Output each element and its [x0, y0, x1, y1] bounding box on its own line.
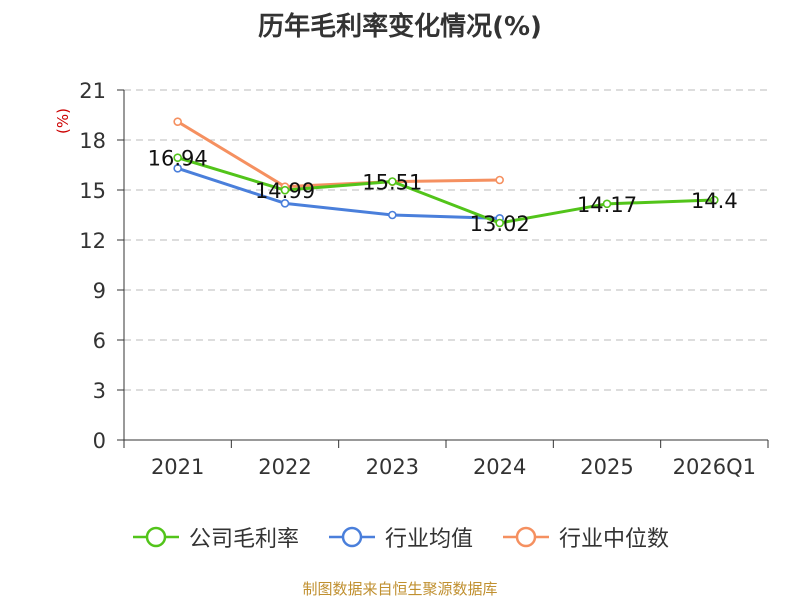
y-tick-label: 0 [93, 429, 106, 453]
data-labels: 16.94 14.99 15.51 13.02 14.17 14.4 [148, 147, 738, 236]
data-label: 15.51 [362, 171, 422, 195]
legend: 公司毛利率 行业均值 行业中位数 [0, 520, 800, 554]
y-tick-label: 18 [79, 129, 106, 153]
data-label: 13.02 [470, 212, 530, 236]
x-tick-label: 2021 [151, 455, 204, 479]
y-tick-label: 9 [93, 279, 106, 303]
x-tick-label: 2025 [580, 455, 633, 479]
y-tick-label: 6 [93, 329, 106, 353]
legend-circle [515, 526, 537, 548]
legend-circle [341, 526, 363, 548]
data-point [173, 117, 182, 126]
y-tick-label: 3 [93, 379, 106, 403]
y-tick-label: 15 [79, 179, 106, 203]
y-tick-label: 12 [79, 229, 106, 253]
axes: 0 3 6 9 12 15 18 21 2021 2022 2023 2024 2025 2026Q1 [79, 79, 769, 479]
data-point [280, 199, 290, 208]
data-point [602, 199, 612, 209]
y-tick-label: 21 [79, 79, 106, 103]
x-tick-label: 2024 [473, 455, 526, 479]
data-point [710, 195, 719, 205]
legend-item[interactable]: 行业均值 [327, 521, 473, 553]
legend-label: 公司毛利率 [188, 527, 299, 552]
legend-label: 行业中位数 [559, 527, 670, 552]
legend-marker-icon [328, 526, 375, 548]
data-label: 16.94 [148, 147, 208, 171]
series-lines [173, 117, 719, 228]
legend-marker-icon [503, 526, 549, 548]
legend-item[interactable]: 公司毛利率 [131, 521, 299, 553]
legend-item[interactable]: 行业中位数 [501, 521, 669, 553]
source-note: 制图数据来自恒生聚源数据库 [302, 580, 498, 598]
series-line [176, 156, 716, 225]
data-point [388, 177, 397, 186]
data-label: 14.4 [691, 189, 738, 213]
legend-label: 行业均值 [384, 527, 473, 552]
x-tick-label: 2026Q1 [673, 455, 756, 479]
data-point [388, 210, 397, 220]
data-point [173, 153, 182, 162]
series-line [176, 120, 502, 189]
legend-circle [145, 526, 167, 548]
data-label: 14.99 [255, 179, 315, 203]
chart-title: 历年毛利率变化情况(%) [258, 12, 542, 42]
series-line [176, 166, 502, 220]
data-label: 14.17 [577, 193, 637, 217]
legend-marker-icon [132, 526, 179, 548]
x-tick-label: 2023 [366, 455, 419, 479]
x-tick-label: 2022 [258, 455, 311, 479]
data-point [495, 175, 504, 185]
grid-lines [124, 89, 768, 391]
data-point [173, 164, 182, 173]
data-point [495, 218, 504, 228]
data-point [280, 185, 290, 195]
